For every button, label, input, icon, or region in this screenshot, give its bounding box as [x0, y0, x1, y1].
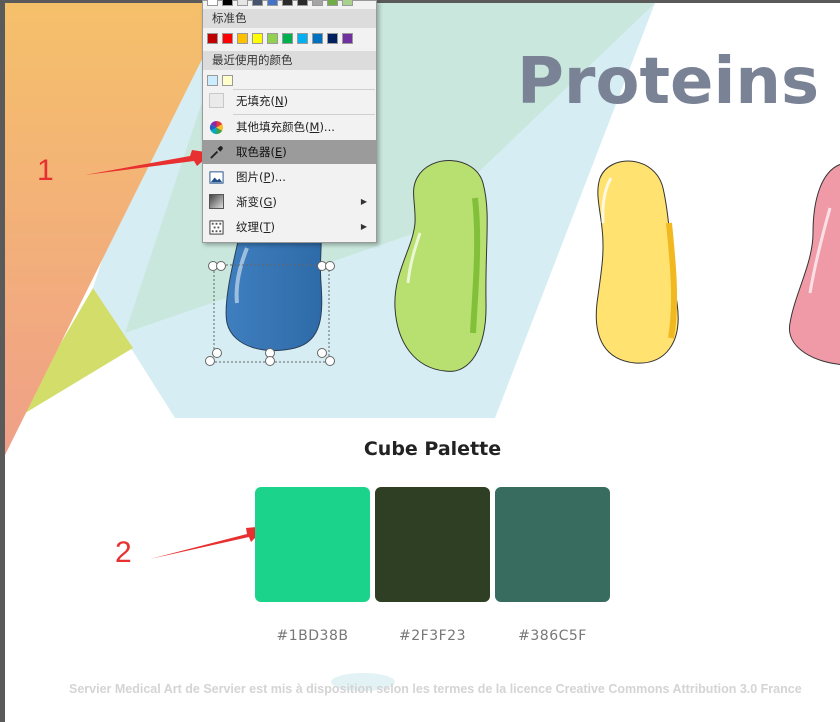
annotation-number-1: 1 [37, 154, 54, 187]
menu-item-more-colors[interactable]: 其他填充颜色(M)... [203, 115, 376, 139]
recent-colors-row [207, 75, 233, 86]
standard-color-cell[interactable] [237, 33, 248, 44]
submenu-arrow-icon: ▶ [360, 222, 367, 231]
palette-title: Cube Palette [363, 438, 502, 460]
menu-item-label: 图片( [236, 170, 264, 184]
menu-item-accelerator: N [275, 94, 284, 108]
standard-color-cell[interactable] [327, 33, 338, 44]
menu-item-label: 取色器( [236, 145, 275, 159]
theme-color-cell[interactable] [297, 0, 308, 6]
menu-item-label: 其他填充颜色( [236, 120, 310, 134]
footer-mark [331, 673, 395, 691]
gradient-icon [209, 194, 224, 209]
theme-color-cell[interactable] [222, 0, 233, 6]
menu-separator [233, 89, 375, 90]
fill-color-dropdown: 标准色 最近使用的颜色 无填充(N) 其他填充颜色(M)... [202, 0, 377, 243]
menu-item-label: 渐变( [236, 195, 264, 209]
palette-swatch-3[interactable] [495, 487, 610, 602]
theme-color-cell[interactable] [327, 0, 338, 6]
menu-item-accelerator: G [263, 195, 273, 209]
menu-item-accelerator: M [309, 120, 320, 134]
palette-hex-2: #2F3F23 [399, 628, 466, 644]
menu-item-suffix: ) [272, 195, 277, 209]
standard-color-cell[interactable] [282, 33, 293, 44]
selection-handles [205, 261, 335, 366]
slide-canvas: Proteins 1 2 Cube Palette #1BD38B #2F3F2… [5, 3, 840, 722]
menu-item-suffix: )... [319, 120, 335, 134]
theme-color-cell[interactable] [237, 0, 248, 6]
menu-item-suffix: ) [270, 220, 276, 234]
theme-color-cell[interactable] [267, 0, 278, 6]
menu-item-suffix: ) [283, 94, 289, 108]
standard-color-cell[interactable] [222, 33, 233, 44]
theme-color-cell[interactable] [342, 0, 353, 6]
bg-orange-shape [5, 3, 230, 455]
standard-colors-row [207, 33, 353, 44]
license-footer: Servier Medical Art de Servier est mis à… [69, 682, 802, 696]
menu-item-gradient[interactable]: 渐变(G) ▶ [203, 190, 376, 214]
theme-color-cell[interactable] [207, 0, 218, 6]
annotation-arrow-2 [150, 526, 267, 559]
color-wheel-icon [209, 119, 224, 135]
texture-icon [209, 219, 224, 235]
blue-bean-shape [225, 232, 323, 351]
standard-color-cell[interactable] [252, 33, 263, 44]
pink-bean-shape [789, 164, 840, 365]
palette-swatch-1[interactable] [255, 487, 370, 602]
green-bean-shape [394, 160, 488, 372]
submenu-arrow-icon: ▶ [360, 197, 367, 206]
annotation-number-2: 2 [115, 536, 132, 569]
menu-item-texture[interactable]: 纹理(T) ▶ [203, 215, 376, 239]
recent-colors-header: 最近使用的颜色 [203, 51, 376, 70]
menu-item-accelerator: P [263, 170, 271, 184]
slide-title: Proteins [517, 45, 820, 119]
standard-color-cell[interactable] [312, 33, 323, 44]
standard-color-cell[interactable] [297, 33, 308, 44]
standard-colors-header: 标准色 [203, 9, 376, 28]
menu-item-no-fill[interactable]: 无填充(N) [203, 89, 376, 113]
no-fill-swatch-icon [209, 93, 224, 108]
theme-color-cell[interactable] [312, 0, 323, 6]
palette-hex-3: #386C5F [518, 628, 587, 644]
standard-color-cell[interactable] [207, 33, 218, 44]
menu-item-eyedropper[interactable]: 取色器(E) [203, 140, 376, 164]
theme-color-cell[interactable] [282, 0, 293, 6]
menu-item-suffix: ) [282, 145, 287, 159]
menu-item-label: 纹理( [236, 220, 264, 234]
recent-color-cell[interactable] [207, 75, 218, 86]
menu-item-label: 无填充( [236, 94, 275, 108]
menu-separator [233, 114, 375, 115]
theme-color-cell[interactable] [252, 0, 263, 6]
annotation-arrow-1 [85, 150, 212, 175]
eyedropper-icon [209, 144, 224, 159]
theme-colors-row [207, 0, 353, 6]
yellow-bean-shape [595, 160, 679, 364]
standard-color-cell[interactable] [342, 33, 353, 44]
bg-lime-shape [17, 288, 133, 418]
menu-item-picture[interactable]: 图片(P)... [203, 165, 376, 189]
standard-color-cell[interactable] [267, 33, 278, 44]
menu-item-accelerator: T [263, 220, 271, 234]
palette-swatch-2[interactable] [375, 487, 490, 602]
menu-item-suffix: )... [270, 170, 286, 184]
menu-item-accelerator: E [275, 145, 283, 159]
recent-color-cell[interactable] [222, 75, 233, 86]
palette-hex-1: #1BD38B [276, 628, 349, 644]
picture-icon [209, 169, 224, 184]
